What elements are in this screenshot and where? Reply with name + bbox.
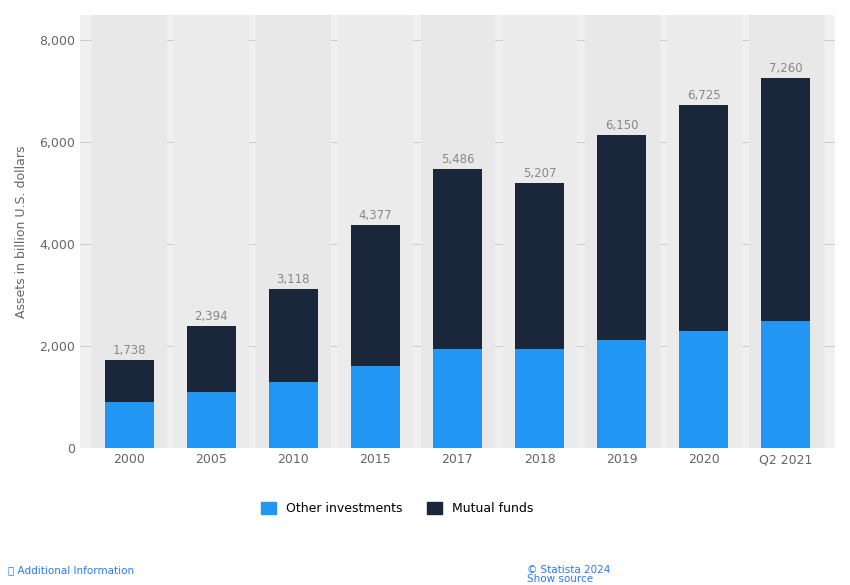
Text: 3,118: 3,118 (276, 273, 310, 286)
Bar (585, 15, 659, 448)
Bar (269, 290, 318, 382)
Bar (187, 326, 236, 393)
Bar (105, 402, 154, 448)
Bar (666, 15, 740, 448)
Text: 1,738: 1,738 (112, 344, 146, 357)
Bar (93, 15, 166, 448)
Text: 6,725: 6,725 (687, 90, 721, 102)
Bar (515, 183, 564, 349)
Text: 5,486: 5,486 (441, 153, 474, 166)
Bar (187, 393, 236, 448)
Bar (515, 349, 564, 448)
Bar (105, 360, 154, 402)
Bar (421, 15, 495, 448)
Bar (502, 15, 576, 448)
Bar (761, 321, 810, 448)
Text: 7,260: 7,260 (769, 62, 802, 75)
Legend: Other investments, Mutual funds: Other investments, Mutual funds (256, 497, 539, 520)
Bar (338, 15, 412, 448)
Text: 6,150: 6,150 (605, 119, 638, 132)
Text: 4,377: 4,377 (359, 209, 392, 222)
Bar (351, 366, 400, 448)
Bar (597, 135, 646, 340)
Bar (433, 349, 482, 448)
Bar (761, 78, 810, 321)
Bar (174, 15, 248, 448)
Text: ⓘ Additional Information: ⓘ Additional Information (8, 565, 134, 575)
Text: © Statista 2024: © Statista 2024 (527, 565, 610, 575)
Text: 2,394: 2,394 (195, 310, 228, 324)
Text: 5,207: 5,207 (523, 167, 556, 180)
Bar (351, 225, 400, 366)
Bar (269, 382, 318, 448)
Bar (749, 15, 823, 448)
Bar (679, 105, 728, 331)
Y-axis label: Assets in billion U.S. dollars: Assets in billion U.S. dollars (15, 146, 28, 318)
Bar (679, 331, 728, 448)
Bar (433, 168, 482, 349)
Bar (597, 340, 646, 448)
Bar (257, 15, 331, 448)
Text: Show source: Show source (527, 574, 593, 584)
